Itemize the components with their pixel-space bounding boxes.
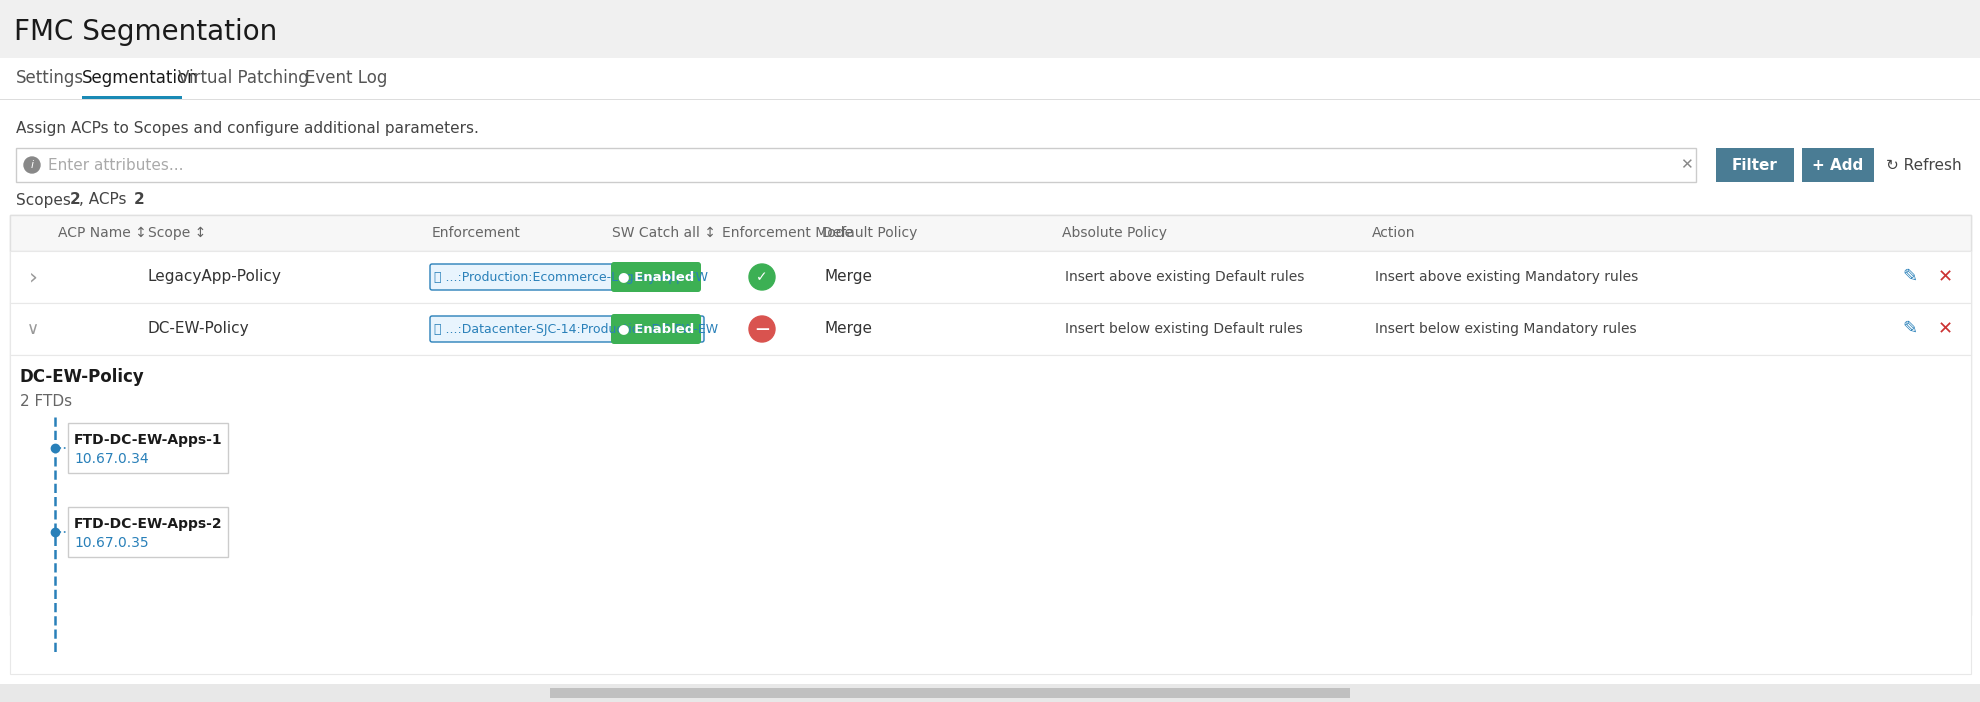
- Text: Insert above existing Mandatory rules: Insert above existing Mandatory rules: [1374, 270, 1637, 284]
- Bar: [67, 423, 228, 473]
- Bar: [10, 355, 1970, 674]
- Text: 10.67.0.35: 10.67.0.35: [73, 536, 148, 550]
- Text: ✎: ✎: [1901, 320, 1917, 338]
- Text: Filter: Filter: [1731, 157, 1776, 173]
- Text: DC-EW-Policy: DC-EW-Policy: [20, 368, 145, 386]
- Bar: [0, 58, 1980, 100]
- Text: ● Enabled: ● Enabled: [618, 322, 693, 336]
- Text: Enforcement Mode: Enforcement Mode: [721, 226, 853, 240]
- Text: ✕: ✕: [1679, 157, 1691, 173]
- Text: Event Log: Event Log: [305, 69, 388, 87]
- Text: SW Catch all ↕: SW Catch all ↕: [612, 226, 715, 240]
- Text: ✕: ✕: [1936, 320, 1952, 338]
- Bar: [1802, 148, 1873, 182]
- Text: Default Policy: Default Policy: [822, 226, 917, 240]
- Text: ✕: ✕: [1936, 268, 1952, 286]
- Text: ● Enabled: ● Enabled: [618, 270, 693, 284]
- Text: ∨: ∨: [28, 320, 40, 338]
- Text: ✎: ✎: [1901, 268, 1917, 286]
- Text: FTD-DC-EW-Apps-1: FTD-DC-EW-Apps-1: [73, 433, 222, 447]
- Text: + Add: + Add: [1812, 157, 1863, 173]
- Bar: [10, 251, 1970, 303]
- Text: Assign ACPs to Scopes and configure additional parameters.: Assign ACPs to Scopes and configure addi…: [16, 121, 479, 135]
- Text: Settings: Settings: [16, 69, 83, 87]
- Text: Insert below existing Default rules: Insert below existing Default rules: [1065, 322, 1303, 336]
- Bar: [0, 684, 1980, 702]
- Text: Merge: Merge: [824, 270, 873, 284]
- Bar: [0, 99, 1980, 100]
- Bar: [67, 507, 228, 557]
- Bar: [0, 100, 1980, 684]
- Circle shape: [748, 264, 774, 290]
- Text: Action: Action: [1372, 226, 1416, 240]
- Bar: [10, 303, 1970, 355]
- Text: FMC Segmentation: FMC Segmentation: [14, 18, 277, 46]
- Text: ⓘ ...:Datacenter-SJC-14:Production:DC-FW-EW: ⓘ ...:Datacenter-SJC-14:Production:DC-FW…: [434, 322, 719, 336]
- FancyBboxPatch shape: [430, 316, 703, 342]
- Bar: [16, 148, 1695, 182]
- Circle shape: [748, 316, 774, 342]
- Text: —: —: [754, 322, 768, 336]
- Text: Insert below existing Mandatory rules: Insert below existing Mandatory rules: [1374, 322, 1635, 336]
- Text: LegacyApp-Policy: LegacyApp-Policy: [148, 270, 281, 284]
- Text: , ACPs: , ACPs: [79, 192, 131, 208]
- Circle shape: [24, 157, 40, 173]
- Text: Absolute Policy: Absolute Policy: [1061, 226, 1166, 240]
- Text: Segmentation: Segmentation: [81, 69, 198, 87]
- Text: Insert above existing Default rules: Insert above existing Default rules: [1065, 270, 1303, 284]
- Text: Virtual Patching: Virtual Patching: [178, 69, 309, 87]
- Bar: [10, 215, 1970, 251]
- Bar: [0, 0, 1980, 58]
- FancyBboxPatch shape: [430, 264, 683, 290]
- Bar: [1715, 148, 1794, 182]
- Bar: [550, 688, 1348, 698]
- Text: Enter attributes...: Enter attributes...: [48, 157, 184, 173]
- Text: ›: ›: [28, 267, 38, 287]
- Text: 2: 2: [69, 192, 81, 208]
- Text: Scopes: Scopes: [16, 192, 75, 208]
- Text: Merge: Merge: [824, 322, 873, 336]
- Text: i: i: [30, 160, 34, 170]
- Bar: [10, 215, 1970, 615]
- Text: Scope ↕: Scope ↕: [148, 226, 206, 240]
- FancyBboxPatch shape: [610, 314, 701, 344]
- Text: ✓: ✓: [756, 270, 768, 284]
- Text: ↻ Refresh: ↻ Refresh: [1885, 157, 1960, 173]
- Text: 2 FTDs: 2 FTDs: [20, 394, 71, 409]
- Text: ACP Name ↕: ACP Name ↕: [57, 226, 147, 240]
- FancyBboxPatch shape: [610, 262, 701, 292]
- Text: DC-EW-Policy: DC-EW-Policy: [148, 322, 249, 336]
- Text: ⓘ ...:Production:Ecommerce-Legacy-App-FW: ⓘ ...:Production:Ecommerce-Legacy-App-FW: [434, 270, 707, 284]
- Bar: [81, 96, 182, 99]
- Text: 2: 2: [135, 192, 145, 208]
- Text: Enforcement: Enforcement: [432, 226, 521, 240]
- Text: 10.67.0.34: 10.67.0.34: [73, 452, 148, 466]
- Text: FTD-DC-EW-Apps-2: FTD-DC-EW-Apps-2: [73, 517, 222, 531]
